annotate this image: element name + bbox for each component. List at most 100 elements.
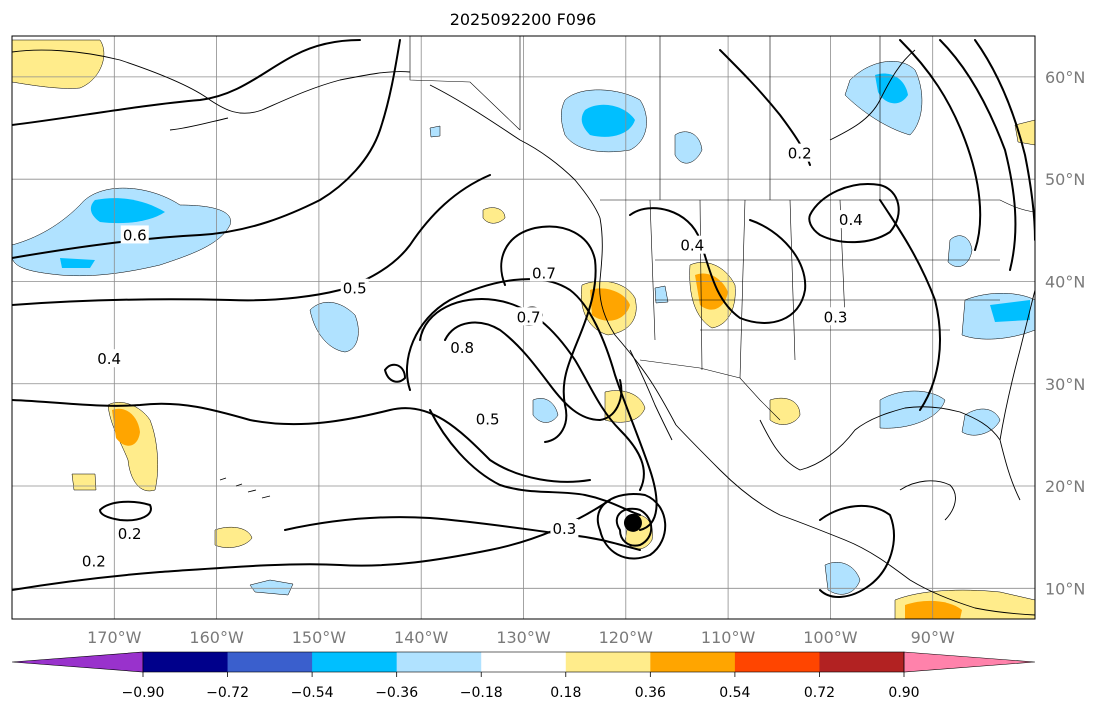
contour-label: 0.5 (473, 409, 502, 429)
negative-core-alaska-gulf (581, 104, 635, 137)
contour-label-text: 0.7 (532, 264, 556, 282)
contour-label-background (514, 307, 543, 326)
latitude-tick-label: 30°N (1045, 375, 1085, 394)
negative-area-gulf (879, 390, 946, 429)
negative-core-central-pacific (90, 198, 165, 224)
contour-tropical-cyclone-outer (596, 493, 667, 560)
positive-core-tropics-east (905, 600, 962, 619)
contour-label: 0.5 (340, 278, 369, 298)
negative-area-baja (532, 398, 559, 423)
positive-area-small-1 (482, 207, 506, 224)
contour-0.5-west (12, 174, 491, 306)
coastline-alaska-panhandle (429, 84, 601, 219)
contour-label-text: 0.3 (552, 520, 576, 538)
longitude-ticks: 170°W 160°W 150°W 140°W 130°W 120°W 110°W 100°W… (87, 628, 955, 647)
contour-label-background (340, 278, 369, 297)
negative-area-small-4 (674, 131, 703, 164)
contour-0.4-north (12, 39, 361, 126)
contour-label-text: 0.4 (680, 237, 704, 255)
latitude-tick-label: 40°N (1045, 272, 1085, 291)
contour-label-text: 0.4 (839, 211, 863, 229)
latitude-tick-label: 60°N (1045, 68, 1085, 87)
latitude-tick-label: 50°N (1045, 170, 1085, 189)
coastline-baja (629, 349, 673, 441)
colorbar-segment (650, 652, 736, 672)
contour-0.2-west (12, 499, 611, 591)
positive-area-small-3 (71, 473, 97, 491)
contour-tropical-cyclone (615, 507, 653, 547)
contour-0.2-hawaii (99, 500, 152, 522)
graticule (12, 36, 1035, 619)
contour-label-text: 0.2 (788, 145, 812, 163)
contour-label-text: 0.5 (343, 280, 367, 298)
contour-label-background (785, 143, 814, 162)
colorbar-tick-label: −0.72 (206, 685, 249, 701)
contour-0.4-plains (808, 183, 900, 244)
contour-0.7-low (500, 225, 597, 443)
contour-0.2-south-east (819, 504, 895, 598)
colorbar-tick-label: −0.36 (375, 685, 418, 701)
cyclone-marker (623, 513, 642, 532)
border-canada-provinces (519, 36, 881, 200)
contour-0.5-trough (429, 409, 641, 516)
latitude-tick-label: 10°N (1045, 579, 1085, 598)
contour-label: 0.3 (821, 307, 850, 326)
longitude-tick-label: 110°W (701, 628, 756, 647)
negative-area-small-2 (654, 285, 669, 304)
negative-area-east-pacific-mid (309, 302, 359, 353)
contour-label-text: 0.2 (118, 525, 142, 543)
colorbar-ticks: −0.90 −0.72 −0.54 −0.36 −0.18 0.18 0.36 0.54 0.7… (122, 672, 920, 701)
coastline-mexico-pacific (675, 424, 1035, 616)
colorbar-tick-label: 0.36 (635, 685, 666, 701)
colorbar-segment (565, 652, 651, 672)
contour-label: 0.7 (529, 263, 558, 282)
contour-label: 0.2 (785, 143, 814, 163)
coastline-east-us (999, 289, 1035, 441)
contour-label: 0.4 (678, 235, 707, 255)
contour-label-text: 0.2 (82, 553, 106, 571)
contour-east-gradient-3 (974, 39, 1035, 241)
contour-east-gradient-2 (939, 39, 1017, 271)
negative-area-small-3 (249, 579, 294, 596)
colorbar-tick-label: 0.54 (719, 685, 750, 701)
colorbar-segment (734, 652, 820, 672)
political-borders (409, 36, 1035, 421)
contour-label-background (836, 210, 865, 229)
coastline-west-us (599, 217, 677, 426)
contour-label-background (448, 337, 477, 356)
contour-0.3-west (284, 516, 641, 551)
contour-0.6-trough (405, 278, 658, 531)
longitude-tick-label: 140°W (394, 628, 449, 647)
contour-lines (12, 39, 1035, 598)
contour-label: 0.3 (550, 518, 579, 538)
contour-label-background (821, 307, 850, 326)
colorbar-segment (819, 652, 905, 672)
negative-core-hudson (875, 73, 908, 104)
contour-label-text: 0.5 (476, 411, 500, 429)
contour-label: 0.4 (95, 349, 124, 368)
positive-core-hawaii (112, 408, 140, 446)
latitude-tick-label: 20°N (1045, 477, 1085, 496)
contour-label-text: 0.4 (97, 350, 121, 368)
colorbar-extend-low (11, 651, 144, 673)
longitude-tick-label: 130°W (496, 628, 551, 647)
contour-labels: 0.6 0.5 0.4 0.2 0.2 0.7 0.7 0.8 0.5 0.3 0.4 0.4 0.2 0… (79, 143, 865, 571)
contour-label-text: 0.8 (450, 339, 474, 357)
contour-label-background (550, 518, 579, 537)
negative-area-great-lakes (947, 235, 973, 267)
negative-area-small-1 (429, 125, 441, 138)
longitude-tick-label: 160°W (189, 628, 244, 647)
contour-label-background (529, 263, 558, 282)
contour-0.7-inner (419, 298, 645, 491)
border-us-canada (600, 199, 1035, 213)
colorbar-tick-label: 0.90 (888, 685, 919, 701)
coastline-aleutians (169, 117, 229, 131)
colorbar-tick-label: 0.18 (550, 685, 581, 701)
negative-area-tropics (824, 562, 861, 595)
coastline-alaska (12, 49, 411, 114)
contour-0.3-east (879, 199, 941, 411)
colorbar-tick-label: 0.72 (804, 685, 835, 701)
positive-area-nw-corner (12, 39, 105, 89)
colorbar-segment (227, 652, 313, 672)
colorbar-segment (396, 652, 482, 672)
